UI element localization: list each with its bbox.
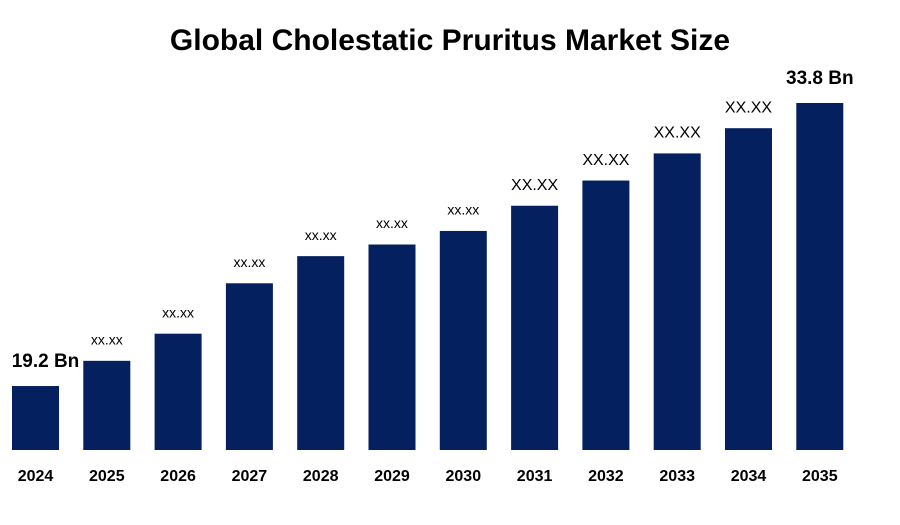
bar xyxy=(725,128,772,450)
value-label: XX.XX xyxy=(582,152,629,169)
bar xyxy=(582,180,630,450)
x-tick-label: 2029 xyxy=(374,468,410,485)
bar xyxy=(511,205,559,450)
x-tick-label: 2032 xyxy=(588,468,624,485)
value-label: XX.XX xyxy=(511,177,558,194)
value-label: xx.xx xyxy=(162,304,194,320)
bar xyxy=(297,256,345,450)
value-label: xx.xx xyxy=(233,254,265,270)
x-tick-label: 2030 xyxy=(446,468,482,485)
x-tick-label: 2025 xyxy=(89,468,125,485)
x-tick-label: 2033 xyxy=(659,468,695,485)
value-label: xx.xx xyxy=(447,202,479,218)
chart-title: Global Cholestatic Pruritus Market Size xyxy=(170,24,730,57)
bar xyxy=(225,283,273,450)
value-label: XX.XX xyxy=(725,99,772,116)
x-tick-label: 2031 xyxy=(517,468,553,485)
value-label: xx.xx xyxy=(91,332,123,348)
bar xyxy=(653,153,701,451)
bar xyxy=(83,360,131,450)
x-tick-label: 2024 xyxy=(18,468,54,485)
value-label: xx.xx xyxy=(376,215,408,231)
value-label: 33.8 Bn xyxy=(786,68,854,89)
bar xyxy=(154,333,202,450)
x-tick-label: 2035 xyxy=(802,468,838,485)
bar xyxy=(439,230,487,450)
x-tick-label: 2034 xyxy=(731,468,767,485)
bar xyxy=(796,103,844,450)
x-tick-label: 2026 xyxy=(160,468,196,485)
bar xyxy=(12,386,59,450)
value-label: 19.2 Bn xyxy=(12,351,80,372)
bar xyxy=(368,244,416,450)
x-tick-label: 2028 xyxy=(303,468,339,485)
x-tick-label: 2027 xyxy=(232,468,268,485)
value-label: xx.xx xyxy=(305,227,337,243)
value-label: XX.XX xyxy=(654,125,701,142)
